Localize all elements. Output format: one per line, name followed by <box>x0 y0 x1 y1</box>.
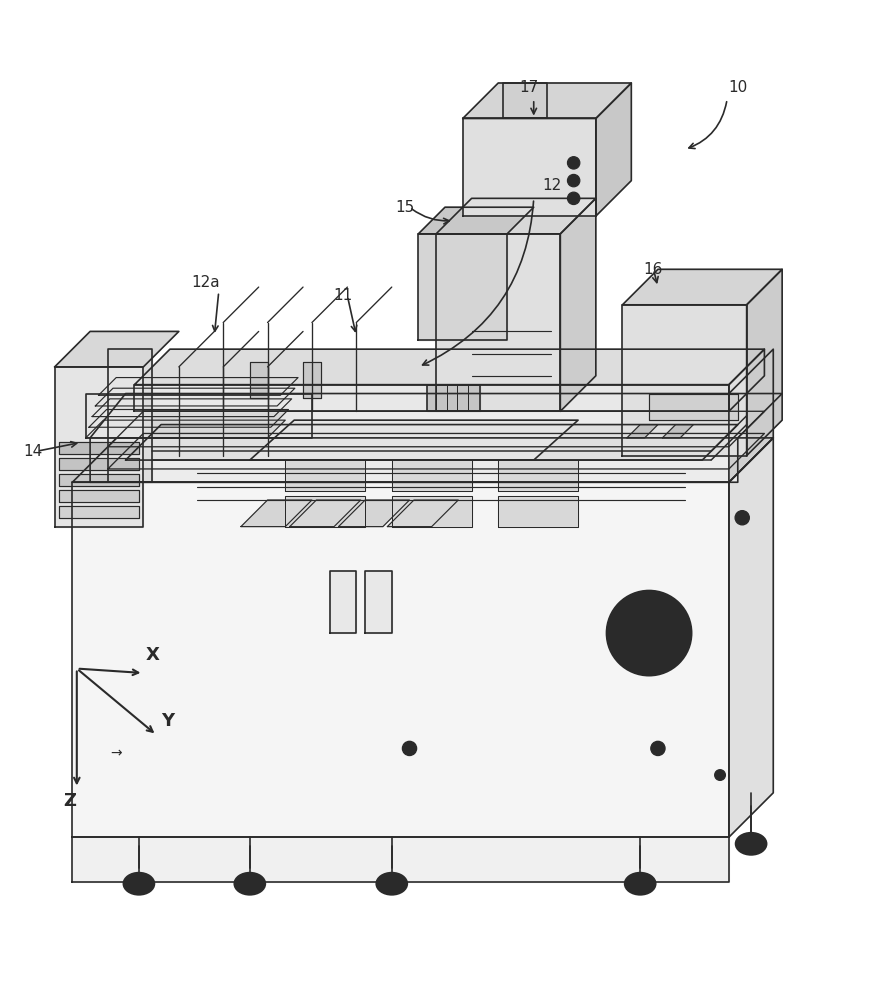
Polygon shape <box>392 496 472 527</box>
Polygon shape <box>85 394 312 438</box>
Polygon shape <box>250 362 268 398</box>
Text: 17: 17 <box>520 80 539 95</box>
Polygon shape <box>365 571 392 633</box>
Text: 11: 11 <box>334 288 352 303</box>
Polygon shape <box>436 234 561 411</box>
Polygon shape <box>134 349 765 385</box>
Polygon shape <box>418 234 507 340</box>
Polygon shape <box>134 385 729 411</box>
Polygon shape <box>463 118 595 216</box>
Polygon shape <box>729 349 773 482</box>
Polygon shape <box>59 474 139 486</box>
Circle shape <box>402 741 417 756</box>
Polygon shape <box>290 500 360 527</box>
Polygon shape <box>108 349 152 482</box>
Polygon shape <box>427 385 481 411</box>
Text: Y: Y <box>161 712 174 730</box>
Polygon shape <box>561 198 595 411</box>
Polygon shape <box>72 482 729 837</box>
Polygon shape <box>436 198 595 234</box>
Polygon shape <box>747 269 782 456</box>
Polygon shape <box>387 500 458 527</box>
Polygon shape <box>662 425 693 438</box>
Polygon shape <box>595 83 631 216</box>
Polygon shape <box>329 571 356 633</box>
Polygon shape <box>54 367 143 527</box>
Ellipse shape <box>376 873 408 895</box>
Text: Z: Z <box>63 792 77 810</box>
Circle shape <box>568 192 580 205</box>
Polygon shape <box>627 425 658 438</box>
Circle shape <box>651 741 665 756</box>
Ellipse shape <box>625 873 656 895</box>
Polygon shape <box>72 438 773 482</box>
Text: X: X <box>146 646 160 664</box>
Polygon shape <box>303 362 320 398</box>
Text: 15: 15 <box>395 200 415 215</box>
Text: 16: 16 <box>643 262 663 277</box>
Polygon shape <box>418 207 534 234</box>
Ellipse shape <box>124 873 155 895</box>
Polygon shape <box>90 394 782 482</box>
Circle shape <box>735 511 749 525</box>
Polygon shape <box>622 269 782 305</box>
Polygon shape <box>85 420 286 438</box>
Circle shape <box>568 157 580 169</box>
Polygon shape <box>286 460 365 491</box>
Polygon shape <box>250 420 578 460</box>
Polygon shape <box>503 83 547 118</box>
Text: →: → <box>110 746 122 760</box>
Polygon shape <box>125 425 738 460</box>
Polygon shape <box>729 349 765 411</box>
Polygon shape <box>392 460 472 491</box>
Ellipse shape <box>234 873 265 895</box>
Polygon shape <box>59 458 139 470</box>
Text: 14: 14 <box>23 444 42 459</box>
Text: 12a: 12a <box>191 275 220 290</box>
Polygon shape <box>622 305 747 456</box>
Polygon shape <box>498 496 578 527</box>
Polygon shape <box>99 378 298 395</box>
Polygon shape <box>338 500 409 527</box>
Polygon shape <box>59 442 139 454</box>
Polygon shape <box>72 837 729 882</box>
Polygon shape <box>95 388 295 406</box>
Polygon shape <box>59 506 139 518</box>
Polygon shape <box>241 500 312 527</box>
Polygon shape <box>286 496 365 527</box>
Polygon shape <box>89 410 288 427</box>
Circle shape <box>606 590 692 676</box>
Polygon shape <box>498 460 578 491</box>
Ellipse shape <box>735 833 766 855</box>
Circle shape <box>568 174 580 187</box>
Text: 12: 12 <box>542 178 561 193</box>
Polygon shape <box>54 331 179 367</box>
Polygon shape <box>92 399 292 417</box>
Polygon shape <box>463 83 631 118</box>
Polygon shape <box>649 394 738 420</box>
Text: 10: 10 <box>728 80 748 95</box>
Polygon shape <box>729 438 773 837</box>
Circle shape <box>715 770 725 780</box>
Polygon shape <box>59 490 139 502</box>
